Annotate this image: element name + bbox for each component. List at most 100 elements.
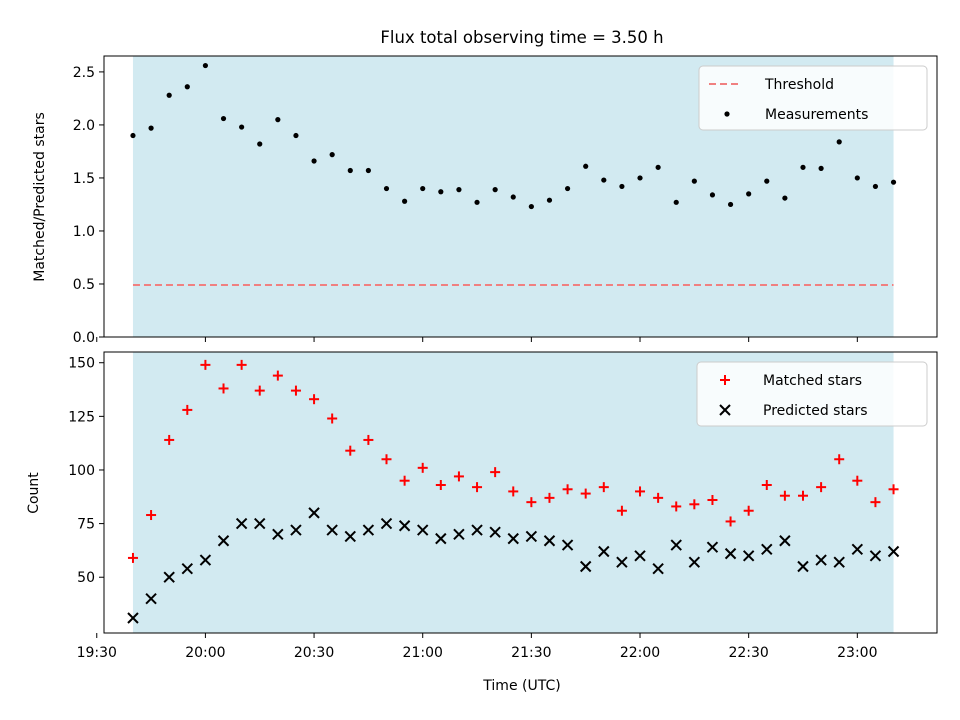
measurement-point: [311, 158, 317, 164]
predicted-star-point: [235, 517, 248, 530]
measurement-point: [166, 92, 172, 98]
measurement-point: [564, 185, 571, 192]
top-y-tick-label: 2.0: [73, 118, 95, 134]
matched-star-point: [472, 482, 483, 493]
matched-star-point: [816, 482, 827, 493]
legend-measurement-swatch: [724, 111, 730, 117]
measurement-point: [727, 201, 734, 208]
legend-predicted-swatch: [719, 404, 731, 416]
measurement-point: [239, 124, 245, 130]
matched-star-point: [616, 505, 627, 516]
measurement-point: [492, 187, 498, 193]
x-tick-label: 20:00: [185, 645, 225, 661]
measurement-point: [890, 179, 897, 185]
bottom-y-tick-label: 125: [68, 409, 95, 425]
top-subplot: 0.0 0.5 1.0 1.5 2.0 2.5 Threshold Measurements: [73, 55, 938, 346]
matched-star-point: [309, 394, 320, 405]
predicted-star-point: [543, 535, 556, 547]
measurement-point: [510, 194, 516, 200]
predicted-star-point: [887, 545, 900, 558]
matched-star-point: [779, 490, 790, 501]
top-y-tick-label: 1.5: [73, 171, 95, 187]
bottom-axes-frame: [103, 351, 938, 634]
top-y-tick-label: 2.5: [73, 65, 95, 81]
predicted-star-point: [326, 524, 338, 536]
matched-star-point: [761, 479, 772, 490]
x-tick-label: 22:30: [728, 645, 768, 661]
predicted-star-point: [435, 532, 447, 545]
predicted-star-point: [217, 535, 230, 547]
matched-star-point: [453, 471, 464, 482]
matched-star-point: [797, 490, 808, 501]
legend-matched-swatch: [720, 375, 730, 385]
matched-star-point: [490, 467, 501, 478]
predicted-star-point: [453, 528, 465, 541]
predicted-star-point: [779, 535, 791, 547]
predicted-star-point: [398, 520, 411, 532]
measurement-point: [546, 197, 553, 203]
measurement-point: [782, 195, 788, 201]
matched-star-point: [146, 510, 157, 521]
matched-star-point: [254, 385, 265, 396]
matched-star-point: [164, 434, 175, 445]
matched-star-point: [272, 370, 283, 381]
predicted-star-point: [127, 612, 139, 624]
measurement-point: [347, 167, 353, 174]
measurement-point: [293, 132, 299, 139]
measurement-point: [438, 189, 444, 195]
bottom-legend: Matched stars Predicted stars: [696, 361, 928, 427]
matched-star-point: [345, 445, 356, 456]
legend-label: Predicted stars: [763, 403, 868, 419]
measurement-point: [257, 141, 263, 147]
predicted-star-point: [797, 560, 809, 573]
measurement-point: [202, 62, 209, 69]
predicted-star-point: [145, 592, 157, 605]
measurement-point: [329, 152, 335, 158]
predicted-star-point: [706, 541, 719, 553]
matched-star-point: [526, 497, 537, 508]
predicted-star-point: [742, 550, 755, 562]
predicted-star-point: [833, 556, 845, 568]
predicted-star-point: [525, 530, 538, 543]
predicted-star-point: [634, 550, 646, 562]
measurement-point: [130, 132, 136, 139]
predicted-star-point: [724, 547, 737, 560]
matched-star-point: [363, 434, 374, 445]
measurement-point: [148, 125, 154, 131]
measurement-point: [854, 175, 860, 181]
measurement-point: [275, 117, 281, 123]
predicted-star-point: [761, 543, 773, 556]
predicted-star-point: [471, 524, 483, 536]
measurement-point: [474, 199, 480, 205]
measurement-point: [619, 183, 625, 190]
measurement-point: [655, 164, 661, 170]
top-y-tick-label: 0.5: [73, 277, 95, 293]
x-tick-label: 23:00: [837, 645, 877, 661]
bottom-y-tick-label: 50: [77, 570, 95, 586]
x-tick-label: 20:30: [294, 645, 334, 661]
predicted-star-point: [199, 554, 212, 566]
measurement-point: [583, 163, 589, 169]
x-axis-label: Time (UTC): [482, 678, 560, 694]
predicted-star-point: [272, 528, 284, 541]
predicted-star-point: [507, 532, 519, 545]
measurement-point: [601, 177, 607, 183]
predicted-star-point: [344, 530, 356, 543]
matched-star-point: [399, 475, 410, 486]
x-tick-label: 22:00: [620, 645, 660, 661]
measurement-point: [691, 178, 697, 184]
matched-star-point: [435, 479, 446, 490]
matched-star-point: [218, 383, 229, 394]
matched-star-point: [653, 492, 664, 503]
top-axes-frame: [103, 55, 938, 338]
measurement-point: [402, 198, 408, 204]
matched-star-point: [327, 413, 338, 424]
measurement-point: [456, 187, 462, 193]
matched-star-point: [689, 499, 700, 510]
measurement-point: [746, 191, 752, 197]
matched-star-point: [870, 497, 881, 508]
predicted-star-point: [163, 571, 175, 583]
predicted-star-point: [579, 560, 592, 573]
measurement-point: [220, 115, 227, 122]
